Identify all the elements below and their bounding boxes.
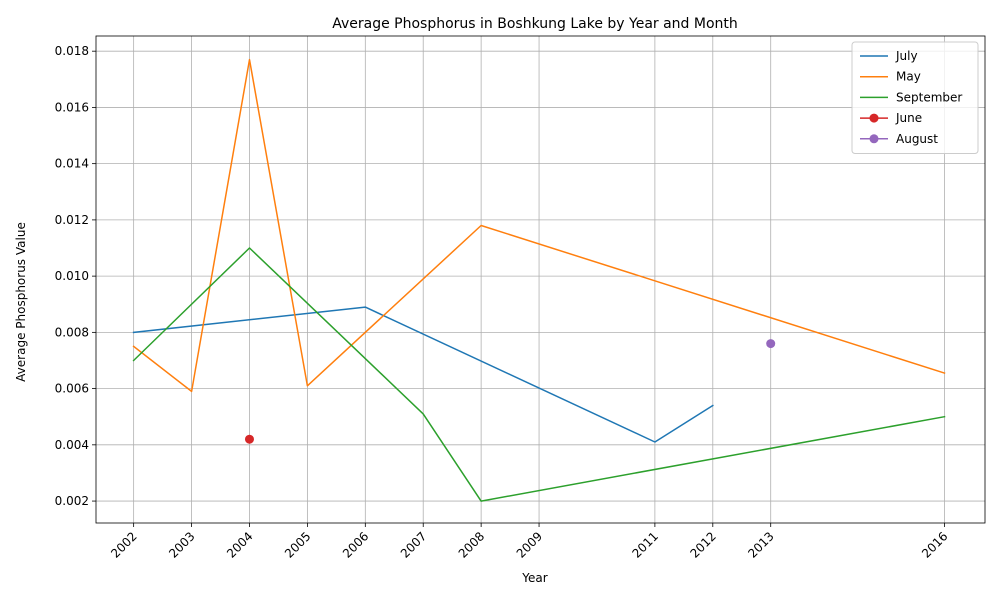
legend-label: July bbox=[895, 49, 918, 63]
y-tick-label: 0.008 bbox=[55, 325, 89, 339]
legend: July May September June August bbox=[852, 42, 978, 154]
y-tick-label: 0.012 bbox=[55, 213, 89, 227]
legend-label: September bbox=[896, 90, 962, 104]
data-point-june bbox=[245, 435, 254, 444]
y-axis-label: Average Phosphorus Value bbox=[14, 222, 28, 382]
y-tick-label: 0.016 bbox=[55, 100, 89, 114]
legend-label: June bbox=[895, 111, 922, 125]
chart-title: Average Phosphorus in Boshkung Lake by Y… bbox=[332, 16, 738, 32]
series-august bbox=[766, 339, 775, 348]
y-tick-label: 0.004 bbox=[55, 438, 89, 452]
data-point-august bbox=[766, 339, 775, 348]
x-axis-label: Year bbox=[521, 571, 547, 585]
legend-marker bbox=[870, 114, 879, 123]
y-tick-label: 0.002 bbox=[55, 494, 89, 508]
y-tick-label: 0.010 bbox=[55, 269, 89, 283]
y-tick-label: 0.006 bbox=[55, 382, 89, 396]
y-tick-label: 0.014 bbox=[55, 157, 89, 171]
series-june bbox=[245, 435, 254, 444]
legend-marker bbox=[870, 134, 879, 143]
legend-label: August bbox=[896, 132, 938, 146]
legend-label: May bbox=[896, 70, 921, 84]
y-tick-label: 0.018 bbox=[55, 44, 89, 58]
